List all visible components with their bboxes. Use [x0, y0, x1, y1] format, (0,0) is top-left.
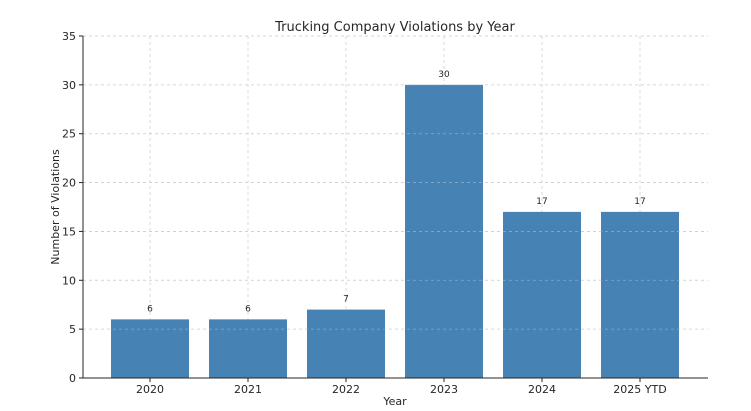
bar-2025-ytd [601, 211, 679, 378]
y-tick-label: 20 [62, 177, 76, 190]
chart-title: Trucking Company Violations by Year [274, 20, 515, 35]
bars-layer [83, 35, 708, 378]
bar-2020 [111, 319, 189, 378]
y-tick-label: 15 [62, 225, 76, 238]
y-tick-label: 35 [62, 30, 76, 43]
y-axis-label: Number of Violations [49, 149, 62, 265]
data-label: 6 [147, 304, 153, 314]
data-label: 30 [438, 70, 450, 80]
bar-2022 [307, 309, 385, 378]
x-tick-label: 2022 [332, 383, 360, 396]
bar-2024 [503, 211, 581, 378]
y-tick-label: 10 [62, 274, 76, 287]
x-tick-label: 2025 YTD [613, 383, 666, 396]
y-tick-label: 0 [69, 372, 76, 385]
data-label: 7 [343, 295, 349, 305]
data-label: 6 [245, 304, 251, 314]
x-tick-label: 2024 [528, 383, 556, 396]
y-tick-label: 25 [62, 128, 76, 141]
x-tick-label: 2023 [430, 383, 458, 396]
axes-layer [79, 35, 708, 382]
x-tick-label: 2020 [136, 383, 164, 396]
x-tick-label: 2021 [234, 383, 262, 396]
y-tick-label: 30 [62, 79, 76, 92]
x-axis-label: Year [382, 395, 407, 408]
labels-layer: 0 5 10 15 20 25 30 35 6 6 7 30 17 17 2020 2021 2022 2023 2… [62, 30, 667, 396]
data-label: 17 [536, 197, 547, 207]
bar-2021 [209, 319, 287, 378]
data-label: 17 [634, 197, 645, 207]
y-tick-label: 5 [69, 323, 76, 336]
